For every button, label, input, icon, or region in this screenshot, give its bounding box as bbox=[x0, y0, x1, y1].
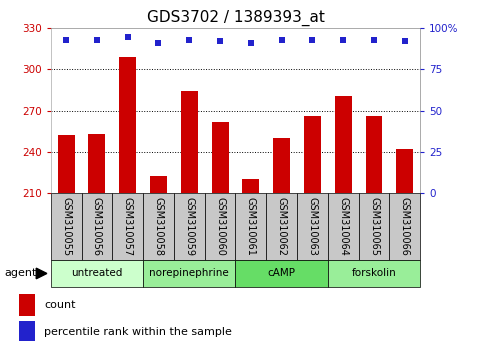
Text: untreated: untreated bbox=[71, 268, 123, 279]
Bar bbox=[150, 177, 167, 193]
Bar bbox=[328, 260, 420, 287]
Text: cAMP: cAMP bbox=[268, 268, 296, 279]
Bar bbox=[266, 193, 297, 260]
Point bbox=[124, 34, 131, 39]
Bar bbox=[205, 193, 236, 260]
Bar bbox=[181, 91, 198, 193]
Bar bbox=[297, 193, 328, 260]
Bar bbox=[174, 193, 205, 260]
Text: GSM310064: GSM310064 bbox=[338, 197, 348, 256]
Bar bbox=[389, 193, 420, 260]
Bar bbox=[304, 116, 321, 193]
Text: GSM310055: GSM310055 bbox=[61, 197, 71, 256]
Bar bbox=[212, 122, 228, 193]
Point bbox=[278, 37, 285, 43]
Point bbox=[340, 37, 347, 43]
Bar bbox=[143, 193, 174, 260]
Text: GSM310057: GSM310057 bbox=[123, 197, 133, 256]
Bar bbox=[236, 193, 266, 260]
Text: GSM310061: GSM310061 bbox=[246, 197, 256, 256]
Point bbox=[62, 37, 70, 43]
Point bbox=[247, 40, 255, 46]
Bar bbox=[51, 193, 82, 260]
Bar bbox=[119, 57, 136, 193]
Text: GSM310056: GSM310056 bbox=[92, 197, 102, 256]
Text: GSM310065: GSM310065 bbox=[369, 197, 379, 256]
Text: GSM310058: GSM310058 bbox=[154, 197, 163, 256]
Point bbox=[216, 39, 224, 44]
Bar bbox=[88, 134, 105, 193]
Point bbox=[309, 37, 316, 43]
Text: forskolin: forskolin bbox=[352, 268, 397, 279]
Bar bbox=[112, 193, 143, 260]
Polygon shape bbox=[36, 268, 47, 279]
Bar bbox=[273, 138, 290, 193]
Bar bbox=[57, 135, 74, 193]
Point bbox=[401, 39, 409, 44]
Bar bbox=[242, 179, 259, 193]
Text: GSM310066: GSM310066 bbox=[400, 197, 410, 256]
Bar bbox=[143, 260, 236, 287]
Text: percentile rank within the sample: percentile rank within the sample bbox=[44, 327, 232, 337]
Text: GSM310060: GSM310060 bbox=[215, 197, 225, 256]
Bar bbox=[397, 149, 413, 193]
Text: GSM310062: GSM310062 bbox=[277, 197, 286, 256]
Bar bbox=[19, 321, 35, 341]
Text: norepinephrine: norepinephrine bbox=[149, 268, 229, 279]
Point bbox=[93, 37, 101, 43]
Point bbox=[370, 37, 378, 43]
Text: count: count bbox=[44, 300, 75, 310]
Bar bbox=[366, 116, 383, 193]
Title: GDS3702 / 1389393_at: GDS3702 / 1389393_at bbox=[146, 9, 325, 25]
Point bbox=[155, 40, 162, 46]
Bar bbox=[19, 294, 35, 316]
Bar bbox=[328, 193, 358, 260]
Bar bbox=[82, 193, 112, 260]
Point bbox=[185, 37, 193, 43]
Bar bbox=[236, 260, 328, 287]
Text: GSM310063: GSM310063 bbox=[308, 197, 317, 256]
Bar bbox=[51, 260, 143, 287]
Bar bbox=[335, 96, 352, 193]
Text: GSM310059: GSM310059 bbox=[185, 197, 194, 256]
Bar bbox=[358, 193, 389, 260]
Text: agent: agent bbox=[5, 268, 37, 279]
